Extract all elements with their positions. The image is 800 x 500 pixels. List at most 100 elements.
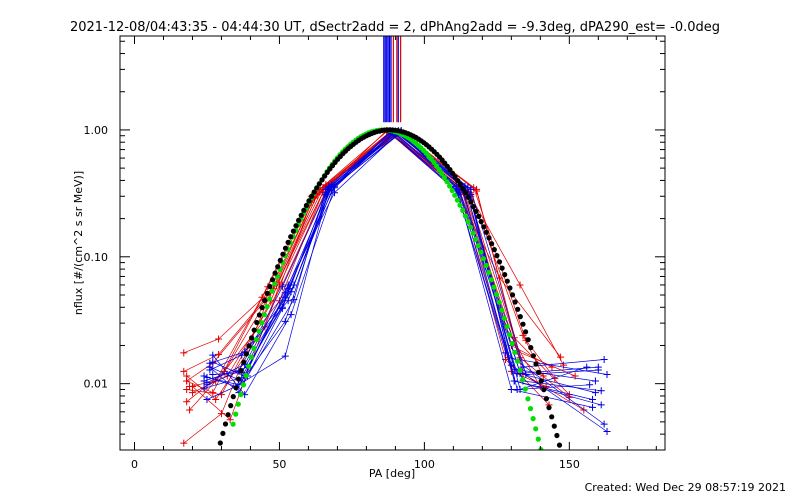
fit-point	[512, 349, 518, 355]
fit-point	[256, 328, 262, 334]
data-point	[290, 296, 298, 304]
series-line	[209, 131, 608, 375]
series-red-9	[183, 129, 544, 390]
fit-point	[272, 281, 278, 287]
fit-point	[554, 432, 560, 439]
fit-point	[507, 332, 513, 338]
data-point	[209, 358, 217, 366]
fit-point	[311, 189, 317, 195]
fit-point	[546, 405, 552, 411]
fit-point	[261, 312, 267, 318]
fit-point	[509, 292, 516, 298]
fit-point	[522, 386, 528, 392]
fit-point	[496, 259, 503, 265]
plot-area	[180, 36, 611, 450]
data-point	[180, 439, 188, 447]
data-point	[586, 381, 594, 389]
fit-point	[530, 416, 536, 422]
data-point	[594, 366, 602, 374]
fit-point	[480, 256, 487, 262]
fit-point	[549, 414, 555, 420]
data-point	[600, 356, 608, 364]
y-axis-label: nflux [#/(cm^2 s sr MeV)]	[72, 171, 85, 315]
fit-point	[478, 249, 484, 255]
fit-point	[551, 423, 557, 429]
fit-point	[556, 442, 563, 448]
fit-point	[494, 292, 500, 298]
data-point	[580, 406, 588, 414]
data-point	[180, 349, 188, 357]
fit-point	[238, 391, 244, 398]
data-point	[328, 184, 336, 192]
fit-point	[535, 436, 541, 442]
fit-point	[243, 372, 249, 379]
fit-point	[303, 202, 309, 209]
fit-point	[504, 323, 510, 330]
series-blue-25	[209, 128, 599, 397]
series-line	[183, 133, 564, 366]
fit-point	[525, 396, 531, 402]
fit-point	[259, 320, 265, 326]
fit-point	[233, 411, 239, 417]
fit-point	[256, 312, 262, 318]
data-point	[206, 363, 214, 371]
data-point	[281, 317, 289, 325]
fit-point	[230, 394, 236, 400]
fit-point	[517, 367, 523, 373]
data-point	[281, 293, 289, 301]
series-line	[212, 131, 596, 396]
series-blue-15	[209, 128, 599, 399]
fit-point	[517, 314, 523, 320]
fit-point	[520, 377, 526, 383]
fit-point	[293, 223, 299, 229]
fit-point	[520, 321, 526, 327]
fit-point	[243, 351, 249, 357]
data-point	[258, 293, 266, 301]
series-line	[183, 132, 570, 444]
fit-point	[527, 406, 534, 412]
y-tick-label: 0.10	[84, 251, 109, 264]
fit-point	[449, 187, 455, 194]
fit-point	[296, 217, 302, 223]
data-point	[589, 396, 597, 404]
data-point	[519, 331, 527, 339]
data-point	[516, 281, 524, 289]
fit-point	[460, 186, 466, 192]
fit-point	[470, 204, 476, 210]
fit-point	[502, 272, 508, 278]
fit-point	[538, 378, 544, 384]
fit-point	[501, 315, 507, 321]
fit-point	[220, 430, 226, 436]
data-point	[284, 297, 292, 305]
fit-point	[246, 343, 252, 349]
fit-point	[514, 358, 521, 364]
fit-point	[530, 353, 537, 359]
fit-point	[262, 297, 268, 303]
fit-point	[309, 193, 315, 199]
data-point	[278, 283, 286, 291]
fit-point	[259, 305, 265, 311]
fit-point	[248, 354, 254, 360]
data-point	[203, 379, 211, 387]
fit-point	[489, 241, 495, 247]
fit-point	[301, 207, 307, 213]
fit-point	[452, 174, 458, 180]
data-point	[473, 187, 481, 195]
fit-point	[436, 167, 442, 173]
fit-point	[447, 167, 453, 173]
data-point	[557, 353, 565, 361]
fit-point	[316, 181, 322, 187]
fit-point	[285, 239, 291, 245]
fit-point	[269, 288, 275, 294]
data-point	[186, 406, 194, 414]
fit-point	[306, 198, 312, 204]
fit-point	[515, 306, 521, 312]
data-point	[209, 371, 217, 379]
series-blue-13	[206, 127, 602, 378]
fit-point	[267, 283, 273, 290]
fit-point	[290, 228, 296, 234]
data-point	[183, 377, 191, 385]
fit-point	[470, 230, 476, 236]
fit-point	[486, 235, 492, 241]
fit-point	[314, 185, 320, 191]
